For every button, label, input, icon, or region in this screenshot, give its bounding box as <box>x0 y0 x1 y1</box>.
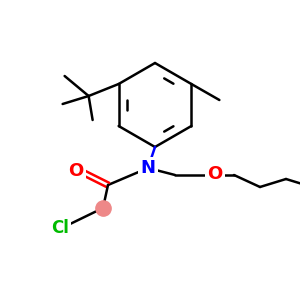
Text: Cl: Cl <box>51 219 69 237</box>
Text: O: O <box>207 165 223 183</box>
Text: O: O <box>68 162 84 180</box>
Text: N: N <box>140 159 155 177</box>
